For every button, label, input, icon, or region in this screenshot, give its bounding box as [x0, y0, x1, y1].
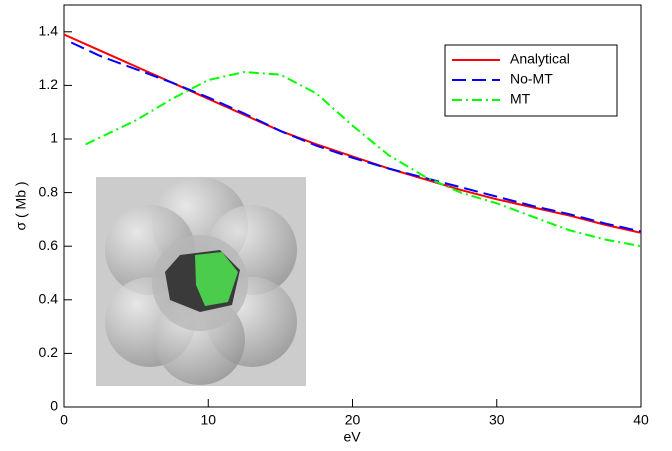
y-tick-label: 0: [50, 398, 58, 414]
inset-image: [96, 177, 306, 386]
x-tick-label: 0: [60, 412, 68, 428]
series-line: [70, 41, 642, 233]
y-tick-label: 1.4: [39, 23, 59, 39]
y-tick-label: 0.8: [39, 183, 59, 199]
x-axis-label: eV: [343, 429, 361, 445]
series-line: [63, 33, 642, 234]
y-tick-label: 0.4: [39, 291, 59, 307]
y-tick-label: 0.2: [39, 344, 59, 360]
legend-label: MT: [510, 91, 531, 107]
legend-label: Analytical: [510, 51, 570, 67]
series-line: [85, 71, 642, 248]
x-tick-label: 40: [633, 412, 649, 428]
x-tick-label: 10: [200, 412, 216, 428]
x-tick-label: 20: [345, 412, 361, 428]
legend-label: No-MT: [510, 71, 553, 87]
y-tick-label: 0.6: [39, 237, 59, 253]
y-tick-label: 1.2: [39, 76, 59, 92]
y-axis-label: σ ( Mb ): [13, 181, 29, 230]
y-tick-label: 1: [50, 130, 58, 146]
x-tick-label: 30: [489, 412, 505, 428]
